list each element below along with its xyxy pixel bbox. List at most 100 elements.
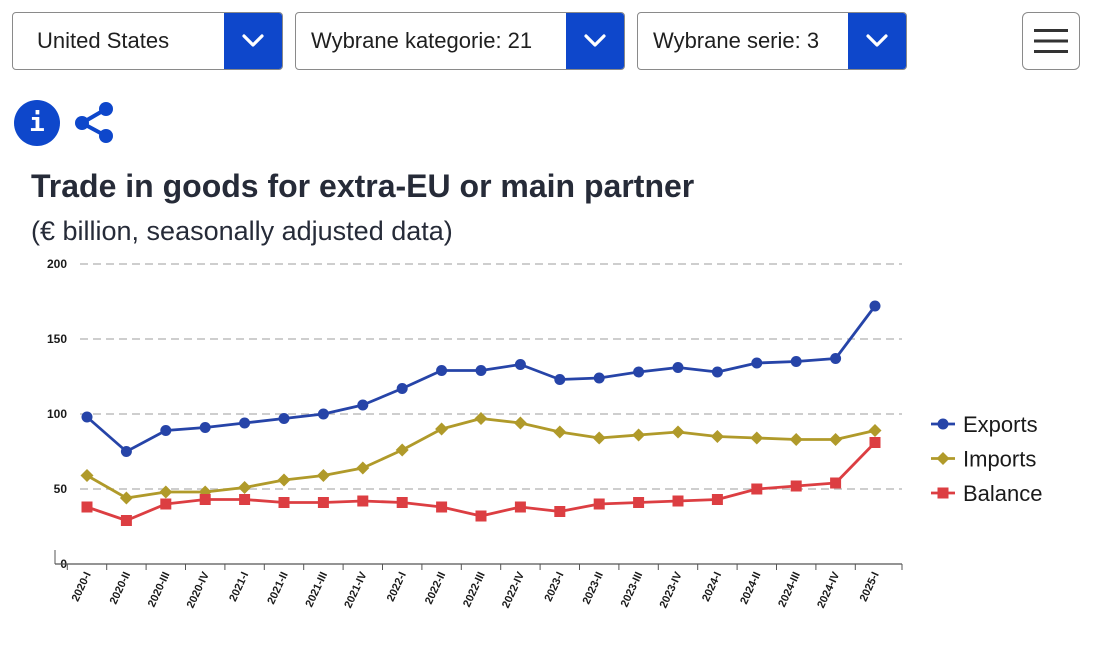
- balance-data-point: [711, 494, 723, 505]
- categories-dropdown-toggle[interactable]: [566, 13, 624, 69]
- x-tick-label: 2023-IV: [658, 570, 685, 611]
- exports-data-point: [278, 413, 290, 424]
- x-tick-label: 2020-IV: [185, 570, 212, 611]
- imports-data-point: [119, 491, 133, 505]
- x-tick-label: 2024-III: [776, 570, 803, 609]
- x-tick-label: 2022-IV: [500, 570, 527, 611]
- balance-data-point: [554, 506, 566, 517]
- exports-data-point: [869, 300, 881, 312]
- chart-title: Trade in goods for extra-EU or main part…: [31, 168, 695, 204]
- exports-data-point: [396, 383, 408, 394]
- legend-exports-label: Exports: [963, 412, 1038, 437]
- exports-data-point: [436, 365, 448, 376]
- x-tick-label: 2023-III: [619, 570, 646, 609]
- chevron-down-icon: [866, 34, 888, 47]
- x-tick-label: 2024-IV: [815, 570, 842, 611]
- exports-data-point: [239, 417, 251, 429]
- exports-data-point: [317, 408, 329, 420]
- info-icon: i: [29, 108, 45, 138]
- exports-data-point: [514, 359, 526, 370]
- series-dropdown[interactable]: Wybrane serie: 3: [637, 12, 907, 70]
- exports-data-point: [593, 372, 605, 384]
- balance-data-point: [239, 494, 251, 505]
- imports-data-point: [553, 425, 567, 439]
- exports-data-point: [160, 425, 172, 436]
- balance-data-point: [436, 501, 448, 513]
- balance-data-point: [160, 498, 172, 510]
- balance-data-point: [317, 497, 329, 508]
- imports-data-point: [829, 433, 843, 446]
- x-tick-label: 2025-I: [858, 570, 882, 603]
- balance-data-point: [593, 498, 605, 510]
- imports-data-point: [868, 424, 882, 437]
- exports-data-point: [81, 411, 93, 423]
- imports-data-point: [238, 481, 252, 494]
- chart-subtitle: (€ billion, seasonally adjusted data): [31, 216, 453, 246]
- y-tick-label: 50: [54, 482, 68, 496]
- imports-data-point: [789, 433, 803, 446]
- legend-imports-marker: [936, 452, 950, 465]
- hamburger-menu-icon: [1034, 29, 1068, 53]
- balance-data-point: [120, 515, 132, 526]
- imports-data-point: [435, 422, 449, 436]
- balance-data-point: [278, 497, 290, 508]
- info-button[interactable]: i: [14, 100, 60, 146]
- y-tick-label: 150: [47, 332, 67, 346]
- imports-data-point: [671, 425, 685, 439]
- x-tick-label: 2024-I: [700, 570, 724, 603]
- exports-data-point: [475, 365, 487, 376]
- exports-data-point: [711, 366, 723, 378]
- imports-data-point: [395, 443, 409, 457]
- imports-data-point: [356, 461, 370, 475]
- balance-data-point: [869, 437, 881, 448]
- legend-exports-marker: [937, 418, 949, 430]
- x-tick-label: 2023-II: [581, 570, 606, 606]
- balance-data-point: [475, 510, 487, 522]
- balance-data-point: [672, 495, 684, 507]
- series-dropdown-toggle[interactable]: [848, 13, 906, 69]
- balance-data-point: [633, 497, 645, 508]
- exports-data-point: [672, 362, 684, 373]
- balance-data-point: [830, 477, 842, 489]
- balance-data-point: [790, 480, 802, 492]
- x-tick-label: 2021-IV: [342, 570, 369, 611]
- imports-data-point: [159, 485, 173, 499]
- legend-imports-label: Imports: [963, 447, 1036, 472]
- imports-data-point: [592, 431, 606, 445]
- x-tick-label: 2021-II: [265, 570, 290, 606]
- y-tick-label: 200: [47, 257, 67, 271]
- series-dropdown-label: Wybrane serie: 3: [653, 28, 820, 53]
- imports-data-point: [277, 473, 291, 487]
- balance-series-line: [86, 441, 877, 522]
- share-icon: [75, 102, 113, 143]
- imports-data-point: [513, 416, 527, 430]
- exports-data-point: [199, 422, 211, 433]
- x-tick-label: 2024-II: [738, 570, 763, 606]
- x-tick-label: 2020-II: [108, 570, 133, 606]
- imports-data-point: [474, 412, 488, 425]
- balance-data-point: [81, 501, 93, 513]
- x-tick-label: 2021-III: [303, 570, 330, 609]
- x-tick-label: 2020-III: [146, 570, 173, 609]
- x-tick-label: 2021-I: [227, 570, 251, 603]
- legend-balance-marker: [937, 487, 949, 499]
- imports-data-point: [750, 431, 764, 445]
- categories-dropdown-label: Wybrane kategorie: 21: [311, 28, 533, 53]
- legend-balance-label: Balance: [963, 481, 1043, 506]
- menu-button[interactable]: [1022, 12, 1080, 70]
- imports-data-point: [316, 469, 330, 482]
- balance-data-point: [199, 494, 211, 505]
- chevron-down-icon: [242, 34, 264, 47]
- exports-data-point: [120, 446, 132, 457]
- exports-data-point: [357, 399, 369, 411]
- x-tick-label: 2023-I: [542, 570, 566, 603]
- x-tick-label: 2022-I: [385, 570, 409, 603]
- country-dropdown-toggle[interactable]: [224, 13, 282, 69]
- exports-data-point: [830, 353, 842, 364]
- country-dropdown[interactable]: United States: [12, 12, 283, 70]
- x-tick-label: 2020-I: [70, 570, 94, 603]
- chevron-down-icon: [584, 34, 606, 47]
- share-button[interactable]: [72, 100, 118, 146]
- categories-dropdown[interactable]: Wybrane kategorie: 21: [295, 12, 625, 70]
